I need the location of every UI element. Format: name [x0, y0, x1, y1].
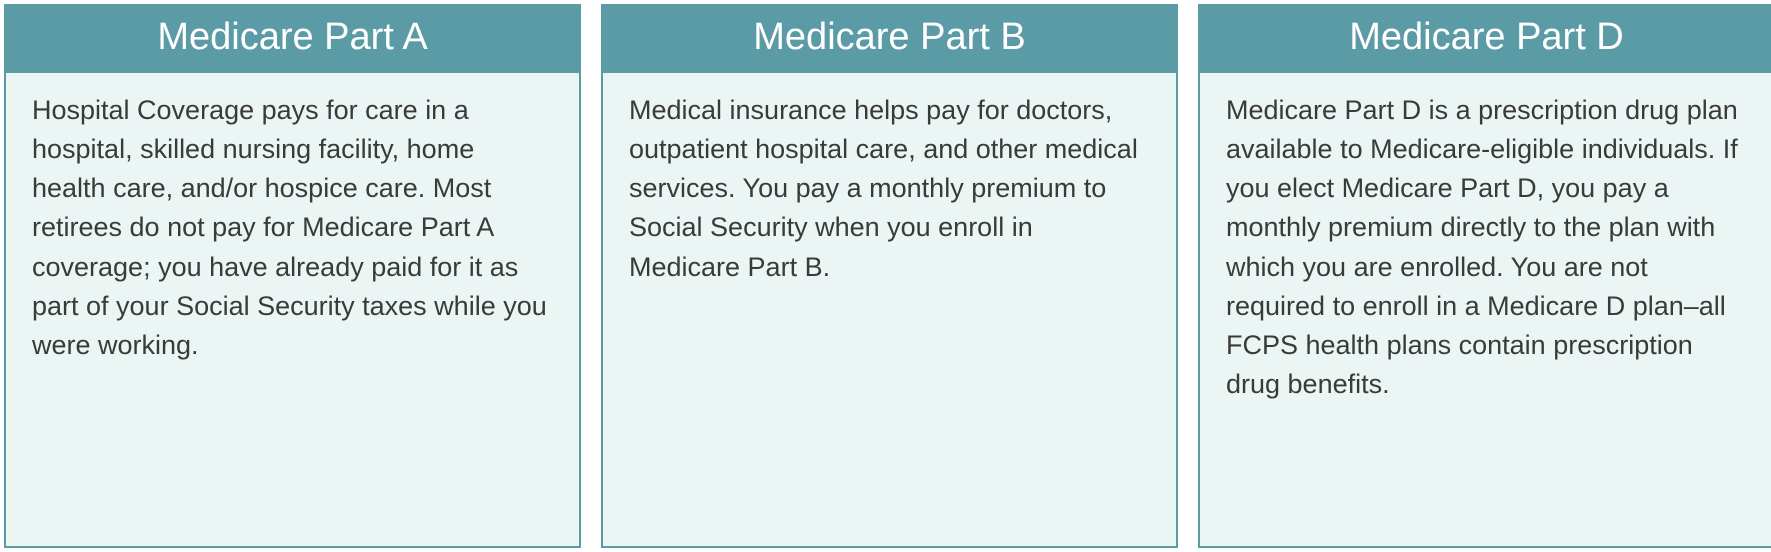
card-header: Medicare Part A	[6, 6, 579, 73]
card-medicare-part-b: Medicare Part B Medical insurance helps …	[601, 4, 1178, 548]
card-header: Medicare Part B	[603, 6, 1176, 73]
card-medicare-part-d: Medicare Part D Medicare Part D is a pre…	[1198, 4, 1771, 548]
card-body: Medicare Part D is a prescription drug p…	[1200, 73, 1771, 546]
card-body: Medical insurance helps pay for doctors,…	[603, 73, 1176, 546]
card-medicare-part-a: Medicare Part A Hospital Coverage pays f…	[4, 4, 581, 548]
card-body: Hospital Coverage pays for care in a hos…	[6, 73, 579, 546]
card-header: Medicare Part D	[1200, 6, 1771, 73]
medicare-cards-row: Medicare Part A Hospital Coverage pays f…	[4, 4, 1771, 548]
